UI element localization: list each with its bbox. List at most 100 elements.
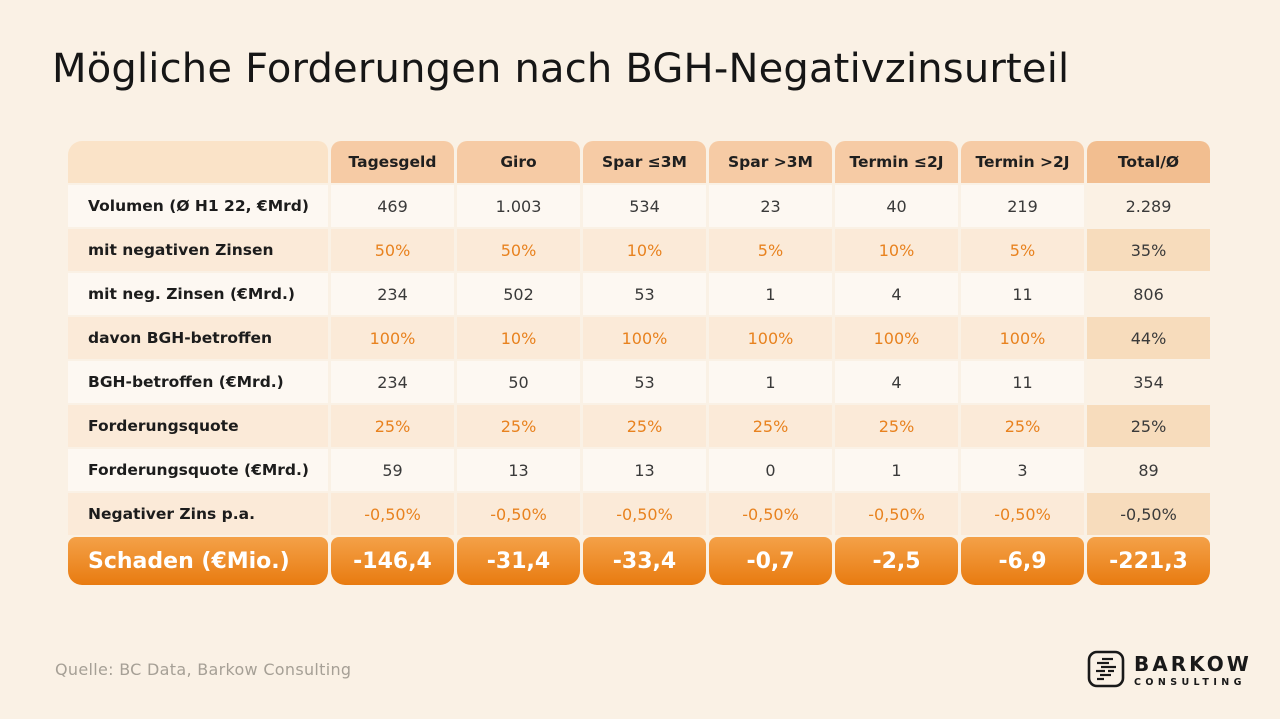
- cell-value: 3: [961, 449, 1084, 491]
- cell-value: 4: [835, 361, 958, 403]
- cell-value: 25%: [331, 405, 454, 447]
- cell-value: -0,50%: [457, 493, 580, 535]
- cell-value: -221,3: [1087, 537, 1210, 585]
- column-header: Spar >3M: [709, 141, 832, 183]
- cell-value: 50: [457, 361, 580, 403]
- cell-value: 11: [961, 273, 1084, 315]
- table-row: Negativer Zins p.a. -0,50% -0,50% -0,50% -0,…: [68, 493, 1210, 535]
- cell-value: 13: [457, 449, 580, 491]
- row-label: Forderungsquote (€Mrd.): [68, 449, 328, 491]
- column-header: Total/Ø: [1087, 141, 1210, 183]
- table-head: Tagesgeld Giro Spar ≤3M Spar >3M Termin ≤2J T…: [68, 141, 1210, 183]
- cell-value: -31,4: [457, 537, 580, 585]
- cell-value: 4: [835, 273, 958, 315]
- logo-subtitle: CONSULTING: [1134, 677, 1246, 689]
- cell-value: 1: [835, 449, 958, 491]
- cell-value: -0,7: [709, 537, 832, 585]
- table-row: Forderungsquote (€Mrd.) 59 13 13 0 1 3 89: [68, 449, 1210, 491]
- row-label: Volumen (Ø H1 22, €Mrd): [68, 185, 328, 227]
- column-header: Giro: [457, 141, 580, 183]
- cell-value: 219: [961, 185, 1084, 227]
- cell-value: 59: [331, 449, 454, 491]
- row-label: davon BGH-betroffen: [68, 317, 328, 359]
- cell-value: 89: [1087, 449, 1210, 491]
- cell-value: 234: [331, 361, 454, 403]
- cell-value: 100%: [331, 317, 454, 359]
- cell-value: 44%: [1087, 317, 1210, 359]
- cell-value: 25%: [583, 405, 706, 447]
- cell-value: -2,5: [835, 537, 958, 585]
- table-row: davon BGH-betroffen 100% 10% 100% 100% 100% 10…: [68, 317, 1210, 359]
- row-label: mit neg. Zinsen (€Mrd.): [68, 273, 328, 315]
- cell-value: 5%: [709, 229, 832, 271]
- cell-value: 25%: [1087, 405, 1210, 447]
- cell-value: 50%: [331, 229, 454, 271]
- cell-value: -0,50%: [1087, 493, 1210, 535]
- cell-value: 11: [961, 361, 1084, 403]
- cell-value: 25%: [457, 405, 580, 447]
- cell-value: 100%: [709, 317, 832, 359]
- cell-value: 35%: [1087, 229, 1210, 271]
- table-row: Schaden (€Mio.) -146,4 -31,4 -33,4 -0,7 -2,5-…: [68, 537, 1210, 585]
- column-header: Termin ≤2J: [835, 141, 958, 183]
- cell-value: 25%: [961, 405, 1084, 447]
- logo-lines-icon: [1087, 650, 1125, 692]
- cell-value: 13: [583, 449, 706, 491]
- cell-value: 1.003: [457, 185, 580, 227]
- cell-value: 10%: [835, 229, 958, 271]
- barkow-logo: BARKOW CONSULTING: [1087, 650, 1252, 692]
- column-header: Termin >2J: [961, 141, 1084, 183]
- cell-value: 1: [709, 361, 832, 403]
- cell-value: 23: [709, 185, 832, 227]
- column-header: Tagesgeld: [331, 141, 454, 183]
- cell-value: 50%: [457, 229, 580, 271]
- cell-value: 1: [709, 273, 832, 315]
- cell-value: -146,4: [331, 537, 454, 585]
- table-row: mit neg. Zinsen (€Mrd.) 234 502 53 1 4 11 806: [68, 273, 1210, 315]
- source-text: Quelle: BC Data, Barkow Consulting: [55, 660, 352, 679]
- cell-value: 10%: [583, 229, 706, 271]
- claims-table: Tagesgeld Giro Spar ≤3M Spar >3M Termin ≤2J T…: [65, 139, 1213, 587]
- row-label: Forderungsquote: [68, 405, 328, 447]
- table-row: Volumen (Ø H1 22, €Mrd) 469 1.003 534 23 40 21…: [68, 185, 1210, 227]
- logo-text: BARKOW CONSULTING: [1134, 654, 1252, 688]
- cell-value: -0,50%: [835, 493, 958, 535]
- cell-value: 502: [457, 273, 580, 315]
- cell-value: 53: [583, 273, 706, 315]
- cell-value: 469: [331, 185, 454, 227]
- row-label: Schaden (€Mio.): [68, 537, 328, 585]
- logo-name: BARKOW: [1134, 652, 1252, 677]
- row-label: BGH-betroffen (€Mrd.): [68, 361, 328, 403]
- cell-value: 100%: [835, 317, 958, 359]
- cell-value: 25%: [709, 405, 832, 447]
- cell-value: 0: [709, 449, 832, 491]
- cell-value: -0,50%: [583, 493, 706, 535]
- cell-value: 25%: [835, 405, 958, 447]
- row-label: Negativer Zins p.a.: [68, 493, 328, 535]
- cell-value: 354: [1087, 361, 1210, 403]
- table-row: Forderungsquote 25% 25% 25% 25% 25% 25% 25%: [68, 405, 1210, 447]
- cell-value: 806: [1087, 273, 1210, 315]
- cell-value: 534: [583, 185, 706, 227]
- cell-value: 100%: [961, 317, 1084, 359]
- corner-cell: [68, 141, 328, 183]
- cell-value: 40: [835, 185, 958, 227]
- cell-value: 234: [331, 273, 454, 315]
- header-row: Tagesgeld Giro Spar ≤3M Spar >3M Termin ≤2J T…: [68, 141, 1210, 183]
- column-header: Spar ≤3M: [583, 141, 706, 183]
- cell-value: 100%: [583, 317, 706, 359]
- table-row: BGH-betroffen (€Mrd.) 234 50 53 1 4 11 354: [68, 361, 1210, 403]
- cell-value: 53: [583, 361, 706, 403]
- cell-value: 10%: [457, 317, 580, 359]
- page-title: Mögliche Forderungen nach BGH-Negativzin…: [52, 46, 1070, 92]
- cell-value: -6,9: [961, 537, 1084, 585]
- row-label: mit negativen Zinsen: [68, 229, 328, 271]
- table-row: mit negativen Zinsen 50% 50% 10% 5% 10% 5% 35%: [68, 229, 1210, 271]
- cell-value: -0,50%: [961, 493, 1084, 535]
- cell-value: -0,50%: [331, 493, 454, 535]
- table-body: Volumen (Ø H1 22, €Mrd) 469 1.003 534 23 40 21…: [68, 185, 1210, 585]
- cell-value: -33,4: [583, 537, 706, 585]
- cell-value: -0,50%: [709, 493, 832, 535]
- cell-value: 2.289: [1087, 185, 1210, 227]
- cell-value: 5%: [961, 229, 1084, 271]
